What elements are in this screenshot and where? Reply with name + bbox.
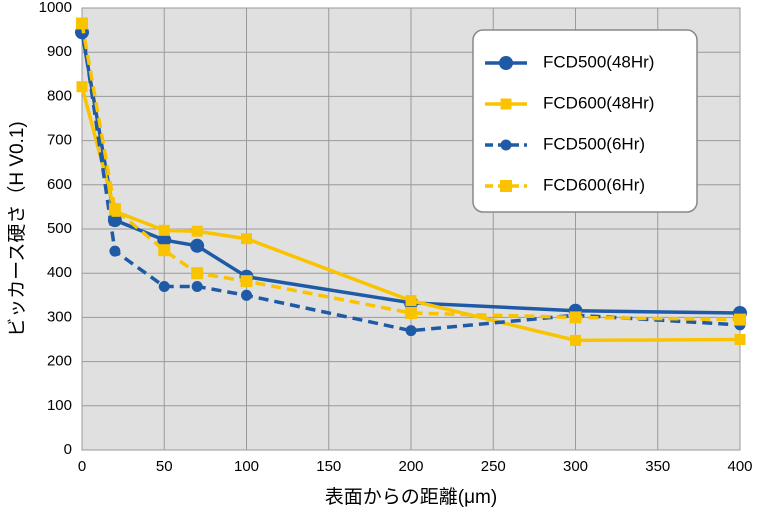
y-tick-label: 400: [47, 264, 72, 281]
x-tick-label: 200: [398, 458, 423, 475]
data-point: [240, 275, 253, 288]
legend-label: FCD500(6Hr): [543, 134, 645, 153]
data-point: [157, 233, 172, 248]
x-tick-label: 250: [481, 458, 506, 475]
data-point: [405, 295, 417, 307]
x-tick-label: 350: [645, 458, 670, 475]
x-tick-label: 50: [156, 458, 173, 475]
y-tick-label: 1000: [39, 0, 72, 16]
series-line: [80, 32, 741, 315]
data-point: [191, 280, 203, 292]
x-tick-label: 100: [234, 458, 259, 475]
legend-marker: [500, 139, 512, 151]
y-tick-label: 900: [47, 43, 72, 60]
data-point: [241, 233, 252, 245]
data-point: [405, 325, 417, 337]
x-axis-label: 表面からの距離(μm): [325, 486, 497, 508]
data-point: [108, 203, 121, 216]
data-point: [405, 306, 417, 319]
data-point: [191, 267, 204, 280]
data-point: [158, 244, 171, 257]
y-tick-label: 700: [47, 132, 72, 149]
y-tick-label: 800: [47, 87, 72, 104]
legend-label: FCD600(6Hr): [543, 175, 645, 194]
legend-label: FCD500(48Hr): [543, 52, 654, 71]
x-tick-label: 0: [78, 458, 86, 475]
data-point: [734, 334, 746, 345]
data-point: [109, 245, 121, 257]
legend-marker: [500, 98, 512, 110]
legend-marker: [499, 56, 513, 70]
x-tick-label: 150: [316, 458, 341, 475]
data-point: [76, 81, 88, 93]
legend: FCD500(48Hr) FCD600(48Hr) FCD500(6Hr) FCD60…: [472, 29, 698, 213]
data-point: [569, 311, 582, 324]
data-point: [191, 225, 203, 237]
data-point: [734, 313, 746, 326]
y-tick-label: 500: [47, 220, 72, 237]
y-tick-label: 300: [47, 308, 72, 325]
data-point: [570, 334, 581, 346]
x-tick-label: 400: [727, 458, 752, 475]
data-point: [76, 17, 88, 30]
data-point: [190, 238, 205, 253]
data-point: [241, 289, 252, 301]
series-line: [80, 23, 741, 322]
legend-box: [472, 29, 698, 213]
legend-marker: [500, 180, 512, 192]
y-tick-label: 600: [47, 176, 72, 193]
y-axis-label: ビッカース硬さ（H V0.1): [6, 121, 28, 336]
data-point: [158, 280, 170, 292]
legend-label: FCD600(48Hr): [543, 93, 654, 112]
data-point: [158, 224, 170, 236]
y-tick-label: 100: [47, 397, 72, 414]
y-tick-label: 0: [64, 441, 72, 458]
x-tick-label: 300: [563, 458, 588, 475]
y-tick-label: 200: [47, 353, 72, 370]
